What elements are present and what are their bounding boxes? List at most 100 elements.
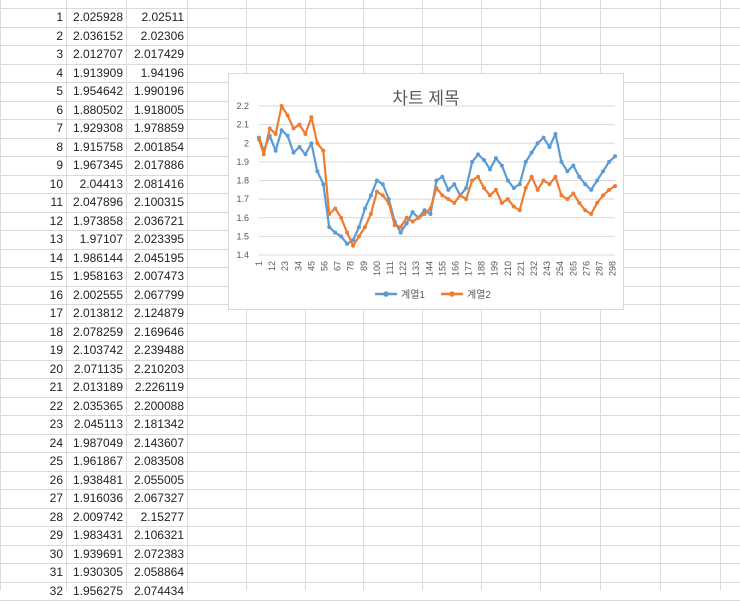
row-number-cell[interactable]: 1 bbox=[56, 10, 63, 24]
series2-value-cell[interactable]: 2.017886 bbox=[133, 158, 184, 172]
row-number-cell[interactable]: 16 bbox=[49, 288, 63, 302]
series2-value-cell[interactable]: 1.990196 bbox=[133, 84, 184, 98]
series1-value-cell[interactable]: 2.047896 bbox=[72, 195, 123, 209]
series1-value-cell[interactable]: 2.009742 bbox=[72, 510, 123, 524]
series1-value-cell[interactable]: 1.973858 bbox=[72, 214, 123, 228]
row-number-cell[interactable]: 29 bbox=[49, 528, 63, 542]
series2-value-cell[interactable]: 2.226119 bbox=[134, 380, 184, 394]
series2-value-cell[interactable]: 2.072383 bbox=[133, 547, 184, 561]
series2-value-cell[interactable]: 2.017429 bbox=[133, 47, 184, 61]
series2-value-cell[interactable]: 2.023395 bbox=[133, 232, 184, 246]
line-chart[interactable]: 차트 제목 1.4 1.5 1.6 1.7 1.8 1.9 2 2.1 2.2 1 12 23 34 45… bbox=[228, 73, 624, 310]
series1-value-cell[interactable]: 2.002555 bbox=[72, 288, 123, 302]
row-number-cell[interactable]: 5 bbox=[56, 84, 63, 98]
series2-value-cell[interactable]: 2.067327 bbox=[133, 491, 184, 505]
series1-value-cell[interactable]: 2.035365 bbox=[72, 399, 123, 413]
chart-title[interactable]: 차트 제목 bbox=[392, 89, 460, 108]
row-number-cell[interactable]: 21 bbox=[49, 380, 63, 394]
row-number-cell[interactable]: 25 bbox=[49, 454, 63, 468]
row-number-cell[interactable]: 24 bbox=[49, 436, 63, 450]
series2-value-cell[interactable]: 2.181342 bbox=[133, 417, 184, 431]
series1-value-cell[interactable]: 2.013812 bbox=[72, 306, 123, 320]
series1-value-cell[interactable]: 1.938481 bbox=[72, 473, 123, 487]
series2-value-cell[interactable]: 2.239488 bbox=[133, 343, 184, 357]
series1-value-cell[interactable]: 2.045113 bbox=[73, 417, 123, 431]
series1-value-cell[interactable]: 1.987049 bbox=[72, 436, 123, 450]
series1-value-cell[interactable]: 2.103742 bbox=[72, 343, 123, 357]
series1-value-cell[interactable]: 2.078259 bbox=[72, 325, 123, 339]
series2-value-cell[interactable]: 2.081416 bbox=[133, 177, 184, 191]
series2-value-cell[interactable]: 1.94196 bbox=[140, 66, 184, 80]
row-number-cell[interactable]: 8 bbox=[56, 140, 63, 154]
row-number-cell[interactable]: 9 bbox=[56, 158, 63, 172]
row-number-cell[interactable]: 28 bbox=[49, 510, 63, 524]
series1-value-cell[interactable]: 1.961867 bbox=[72, 454, 123, 468]
row-number-cell[interactable]: 30 bbox=[49, 547, 63, 561]
series2-value-cell[interactable]: 2.02511 bbox=[141, 10, 185, 24]
series2-value-cell[interactable]: 2.210203 bbox=[133, 362, 184, 376]
series2-value-cell[interactable]: 2.15277 bbox=[140, 510, 184, 524]
series1-value-cell[interactable]: 1.930305 bbox=[72, 565, 123, 579]
series1-value-cell[interactable]: 1.986144 bbox=[72, 251, 123, 265]
series1-value-cell[interactable]: 1.939691 bbox=[72, 547, 123, 561]
series2-value-cell[interactable]: 2.067799 bbox=[133, 288, 184, 302]
series1-value-cell[interactable]: 1.958163 bbox=[72, 269, 123, 283]
series1-value-cell[interactable]: 2.071135 bbox=[73, 362, 123, 376]
series1-value-cell[interactable]: 1.880502 bbox=[72, 103, 123, 117]
series2-value-cell[interactable]: 2.058864 bbox=[133, 565, 184, 579]
row-number-cell[interactable]: 7 bbox=[56, 121, 63, 135]
series2-value-cell[interactable]: 2.02306 bbox=[140, 29, 184, 43]
row-number-cell[interactable]: 26 bbox=[49, 473, 63, 487]
row-number-cell[interactable]: 3 bbox=[56, 47, 63, 61]
series2-value-cell[interactable]: 2.055005 bbox=[133, 473, 184, 487]
series1-value-cell[interactable]: 1.916036 bbox=[72, 491, 123, 505]
row-number-cell[interactable]: 15 bbox=[49, 269, 63, 283]
series2-value-cell[interactable]: 2.045195 bbox=[133, 251, 184, 265]
series1-value-cell[interactable]: 2.013189 bbox=[72, 380, 123, 394]
row-number-cell[interactable]: 27 bbox=[49, 491, 63, 505]
series2-value-cell[interactable]: 2.083508 bbox=[133, 454, 184, 468]
series1-value-cell[interactable]: 1.913909 bbox=[72, 66, 123, 80]
row-number-cell[interactable]: 4 bbox=[56, 66, 63, 80]
series2-value-cell[interactable]: 1.918005 bbox=[133, 103, 184, 117]
row-number-cell[interactable]: 18 bbox=[49, 325, 63, 339]
series2-value-cell[interactable]: 2.007473 bbox=[133, 269, 184, 283]
series1-value-cell[interactable]: 2.036152 bbox=[72, 29, 123, 43]
series2-value-cell[interactable]: 2.169646 bbox=[133, 325, 184, 339]
row-number-cell[interactable]: 31 bbox=[49, 565, 63, 579]
series1-value-cell[interactable]: 1.954642 bbox=[72, 84, 123, 98]
row-number-cell[interactable]: 2 bbox=[56, 29, 63, 43]
series2-value-cell[interactable]: 2.100315 bbox=[133, 195, 184, 209]
series1-value-cell[interactable]: 1.915758 bbox=[72, 140, 123, 154]
series2-value-cell[interactable]: 2.036721 bbox=[133, 214, 184, 228]
series1-value-cell[interactable]: 1.956275 bbox=[72, 584, 123, 598]
series1-value-cell[interactable]: 1.983431 bbox=[72, 528, 123, 542]
row-number-cell[interactable]: 11 bbox=[50, 195, 63, 209]
series2-value-cell[interactable]: 2.143607 bbox=[133, 436, 184, 450]
series2-value-cell[interactable]: 1.978859 bbox=[133, 121, 184, 135]
series2-value-cell[interactable]: 2.200088 bbox=[133, 399, 184, 413]
series1-value-cell[interactable]: 2.04413 bbox=[79, 177, 123, 191]
series1-value-cell[interactable]: 1.967345 bbox=[72, 158, 123, 172]
row-number-cell[interactable]: 19 bbox=[49, 343, 63, 357]
series2-value-cell[interactable]: 2.106321 bbox=[133, 528, 184, 542]
series1-value-cell[interactable]: 1.97107 bbox=[79, 232, 123, 246]
row-number-cell[interactable]: 10 bbox=[49, 177, 63, 191]
row-number-cell[interactable]: 6 bbox=[56, 103, 63, 117]
row-number-cell[interactable]: 12 bbox=[49, 214, 63, 228]
series1-value-cell[interactable]: 2.012707 bbox=[72, 47, 123, 61]
row-number-cell[interactable]: 17 bbox=[49, 306, 63, 320]
grid-column-line bbox=[187, 0, 188, 590]
row-number-cell[interactable]: 32 bbox=[49, 584, 63, 598]
series2-value-cell[interactable]: 2.124879 bbox=[133, 306, 184, 320]
series1-value-cell[interactable]: 1.929308 bbox=[72, 121, 123, 135]
row-number-cell[interactable]: 20 bbox=[49, 362, 63, 376]
row-number-cell[interactable]: 13 bbox=[49, 232, 63, 246]
row-number-cell[interactable]: 14 bbox=[49, 251, 63, 265]
row-number-cell[interactable]: 23 bbox=[49, 417, 63, 431]
series1-value-cell[interactable]: 2.025928 bbox=[72, 10, 123, 24]
row-number-cell[interactable]: 22 bbox=[49, 399, 63, 413]
series2-value-cell[interactable]: 2.001854 bbox=[133, 140, 184, 154]
series2-value-cell[interactable]: 2.074434 bbox=[133, 584, 184, 598]
